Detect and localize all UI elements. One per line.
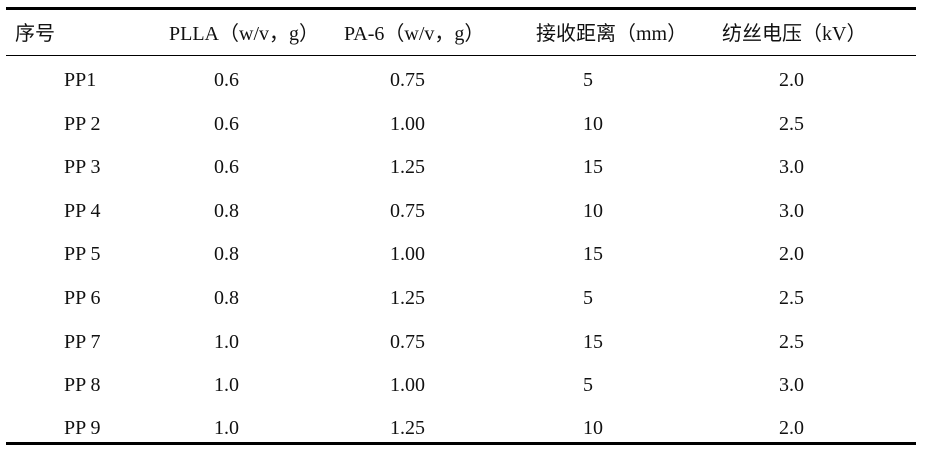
- cell-voltage: 2.0: [779, 69, 804, 91]
- cell-voltage: 3.0: [779, 156, 804, 178]
- cell-plla: 0.8: [214, 200, 239, 222]
- table-row: PP 3 0.6 1.25 15 3.0: [6, 145, 916, 189]
- cell-voltage: 2.5: [779, 287, 804, 309]
- table-row: PP 4 0.8 0.75 10 3.0: [6, 189, 916, 233]
- cell-distance: 10: [583, 200, 603, 222]
- cell-voltage: 2.0: [779, 243, 804, 265]
- cell-index: PP 3: [64, 156, 101, 178]
- table-header-row: 序号 PLLA（w/v，g） PA-6（w/v，g） 接收距离（mm） 纺丝电压…: [6, 11, 916, 55]
- cell-distance: 5: [583, 69, 593, 91]
- header-receive-distance: 接收距离（mm）: [536, 23, 688, 45]
- table-row: PP1 0.6 0.75 5 2.0: [6, 58, 916, 102]
- cell-plla: 0.8: [214, 243, 239, 265]
- cell-index: PP1: [64, 69, 97, 91]
- cell-plla: 0.6: [214, 69, 239, 91]
- table-row: PP 8 1.0 1.00 5 3.0: [6, 363, 916, 407]
- table-row: PP 6 0.8 1.25 5 2.5: [6, 276, 916, 320]
- cell-plla: 0.6: [214, 113, 239, 135]
- cell-index: PP 5: [64, 243, 101, 265]
- table-row: PP 5 0.8 1.00 15 2.0: [6, 232, 916, 276]
- header-pa6: PA-6（w/v，g）: [344, 23, 485, 45]
- cell-pa6: 1.00: [390, 374, 425, 396]
- cell-distance: 10: [583, 417, 603, 439]
- table-row: PP 2 0.6 1.00 10 2.5: [6, 102, 916, 146]
- cell-distance: 15: [583, 331, 603, 353]
- table-row: PP 7 1.0 0.75 15 2.5: [6, 320, 916, 364]
- cell-pa6: 0.75: [390, 200, 425, 222]
- cell-index: PP 9: [64, 417, 101, 439]
- cell-index: PP 4: [64, 200, 101, 222]
- cell-distance: 15: [583, 243, 603, 265]
- cell-plla: 1.0: [214, 331, 239, 353]
- cell-distance: 5: [583, 374, 593, 396]
- header-plla: PLLA（w/v，g）: [169, 23, 319, 45]
- cell-voltage: 3.0: [779, 200, 804, 222]
- cell-index: PP 7: [64, 331, 101, 353]
- cell-pa6: 1.25: [390, 417, 425, 439]
- cell-index: PP 6: [64, 287, 101, 309]
- cell-plla: 0.8: [214, 287, 239, 309]
- bottom-rule: [6, 442, 916, 445]
- cell-voltage: 2.0: [779, 417, 804, 439]
- cell-voltage: 2.5: [779, 113, 804, 135]
- table-row: PP 9 1.0 1.25 10 2.0: [6, 406, 916, 450]
- cell-voltage: 2.5: [779, 331, 804, 353]
- header-rule: [6, 55, 916, 56]
- cell-pa6: 1.25: [390, 287, 425, 309]
- cell-plla: 1.0: [214, 417, 239, 439]
- cell-voltage: 3.0: [779, 374, 804, 396]
- header-spinning-voltage: 纺丝电压（kV）: [722, 23, 867, 45]
- cell-index: PP 2: [64, 113, 101, 135]
- cell-distance: 10: [583, 113, 603, 135]
- cell-distance: 5: [583, 287, 593, 309]
- cell-pa6: 1.00: [390, 243, 425, 265]
- cell-pa6: 0.75: [390, 69, 425, 91]
- cell-plla: 1.0: [214, 374, 239, 396]
- header-index: 序号: [15, 23, 55, 45]
- cell-pa6: 0.75: [390, 331, 425, 353]
- cell-pa6: 1.00: [390, 113, 425, 135]
- cell-plla: 0.6: [214, 156, 239, 178]
- top-rule: [6, 7, 916, 10]
- cell-distance: 15: [583, 156, 603, 178]
- cell-pa6: 1.25: [390, 156, 425, 178]
- cell-index: PP 8: [64, 374, 101, 396]
